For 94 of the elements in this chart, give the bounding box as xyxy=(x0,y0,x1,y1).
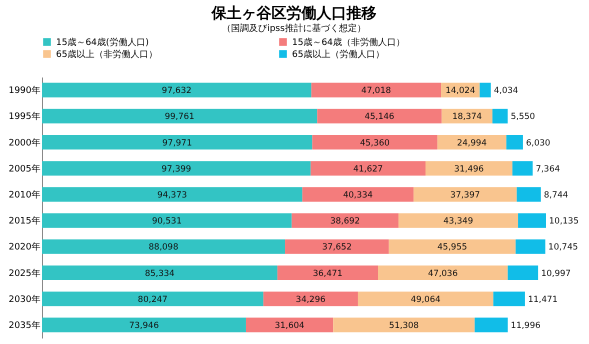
bar xyxy=(518,213,546,228)
bar xyxy=(42,265,278,280)
data-label: 38,692 xyxy=(330,216,360,227)
bar xyxy=(246,318,334,332)
data-label: 14,024 xyxy=(445,86,476,96)
bar xyxy=(302,187,414,202)
y-tick-label: 2025年 xyxy=(8,268,40,279)
data-label: 97,632 xyxy=(162,86,192,96)
bar xyxy=(263,292,358,306)
data-label: 34,296 xyxy=(296,294,326,305)
legend-label: 15歳～64歳(労働人口) xyxy=(56,37,149,48)
data-label: 10,135 xyxy=(549,216,579,227)
data-label: 31,496 xyxy=(454,164,484,174)
bar xyxy=(42,239,286,254)
y-tick-label: 2000年 xyxy=(8,137,40,148)
bar xyxy=(516,187,541,202)
y-tick-label: 1995年 xyxy=(8,111,40,122)
bar xyxy=(311,82,442,98)
bar xyxy=(333,318,475,332)
bar xyxy=(285,239,389,254)
bar xyxy=(42,213,292,228)
bar xyxy=(414,187,517,202)
data-label: 47,018 xyxy=(361,86,392,96)
data-label: 45,955 xyxy=(437,242,468,253)
bar xyxy=(492,108,508,124)
bar xyxy=(493,292,525,306)
bar xyxy=(42,161,311,176)
bar xyxy=(426,161,512,176)
bar xyxy=(42,108,318,124)
legend-label: 65歳以上（労働人口） xyxy=(292,49,384,60)
y-tick-label: 2035年 xyxy=(8,320,40,331)
bar xyxy=(480,82,491,98)
bar xyxy=(312,134,438,150)
data-label: 11,996 xyxy=(510,320,541,331)
data-label: 45,360 xyxy=(360,138,390,148)
y-tick-label: 1990年 xyxy=(8,85,40,96)
data-label: 99,761 xyxy=(164,112,194,122)
data-label: 49,064 xyxy=(410,294,441,305)
data-label: 5,550 xyxy=(510,112,536,122)
bar xyxy=(42,134,312,150)
bar xyxy=(277,265,378,280)
bar xyxy=(42,318,246,332)
data-label: 11,471 xyxy=(528,294,558,305)
data-label: 45,146 xyxy=(364,112,394,122)
bar xyxy=(508,265,538,280)
bar xyxy=(512,161,533,176)
legend-label: 15歳～64歳（非労働人口） xyxy=(292,37,405,48)
y-tick-label: 2020年 xyxy=(8,242,40,253)
data-label: 10,745 xyxy=(548,242,578,253)
bar xyxy=(506,134,523,150)
data-label: 94,373 xyxy=(157,190,188,200)
y-tick-label: 2005年 xyxy=(8,163,40,174)
bar xyxy=(516,239,546,254)
bar xyxy=(310,161,426,176)
y-tick-label: 2010年 xyxy=(8,189,40,200)
data-label: 24,994 xyxy=(456,138,487,148)
bar xyxy=(398,213,518,228)
y-tick-label: 2015年 xyxy=(8,216,40,227)
bar xyxy=(42,82,312,98)
data-label: 47,036 xyxy=(428,268,458,279)
data-label: 85,334 xyxy=(144,268,175,279)
bar xyxy=(317,108,442,124)
data-label: 90,531 xyxy=(152,216,182,227)
bar xyxy=(292,213,398,228)
data-label: 40,334 xyxy=(343,190,373,200)
bar xyxy=(42,187,302,202)
data-label: 18,374 xyxy=(452,112,482,122)
data-label: 80,247 xyxy=(138,294,168,305)
bar xyxy=(358,292,494,306)
data-label: 97,399 xyxy=(161,164,192,174)
y-tick-label: 2030年 xyxy=(8,294,40,305)
chart-title: 保土ヶ谷区労働人口推移 xyxy=(210,4,376,22)
bar xyxy=(42,292,264,306)
data-label: 41,627 xyxy=(353,164,383,174)
data-label: 37,652 xyxy=(322,242,352,253)
data-label: 97,971 xyxy=(162,138,192,148)
data-label: 6,030 xyxy=(526,138,550,148)
bar xyxy=(437,134,506,150)
data-label: 73,946 xyxy=(129,320,159,331)
data-label: 7,364 xyxy=(536,164,560,174)
data-label: 51,308 xyxy=(389,320,419,331)
bar xyxy=(388,239,516,254)
data-label: 31,604 xyxy=(274,320,304,331)
data-label: 10,997 xyxy=(541,268,571,279)
legend-label: 65歳以上（非労働人口） xyxy=(56,49,158,60)
bar xyxy=(474,318,508,332)
data-label: 36,471 xyxy=(312,268,343,279)
data-label: 37,397 xyxy=(450,190,480,200)
bar xyxy=(378,265,508,280)
data-label: 43,349 xyxy=(443,216,474,227)
data-label: 8,744 xyxy=(544,190,568,200)
data-label: 4,034 xyxy=(494,86,518,96)
data-label: 88,098 xyxy=(148,242,178,253)
chart-subtitle: （国調及びipss推計に基づく想定） xyxy=(222,23,366,34)
